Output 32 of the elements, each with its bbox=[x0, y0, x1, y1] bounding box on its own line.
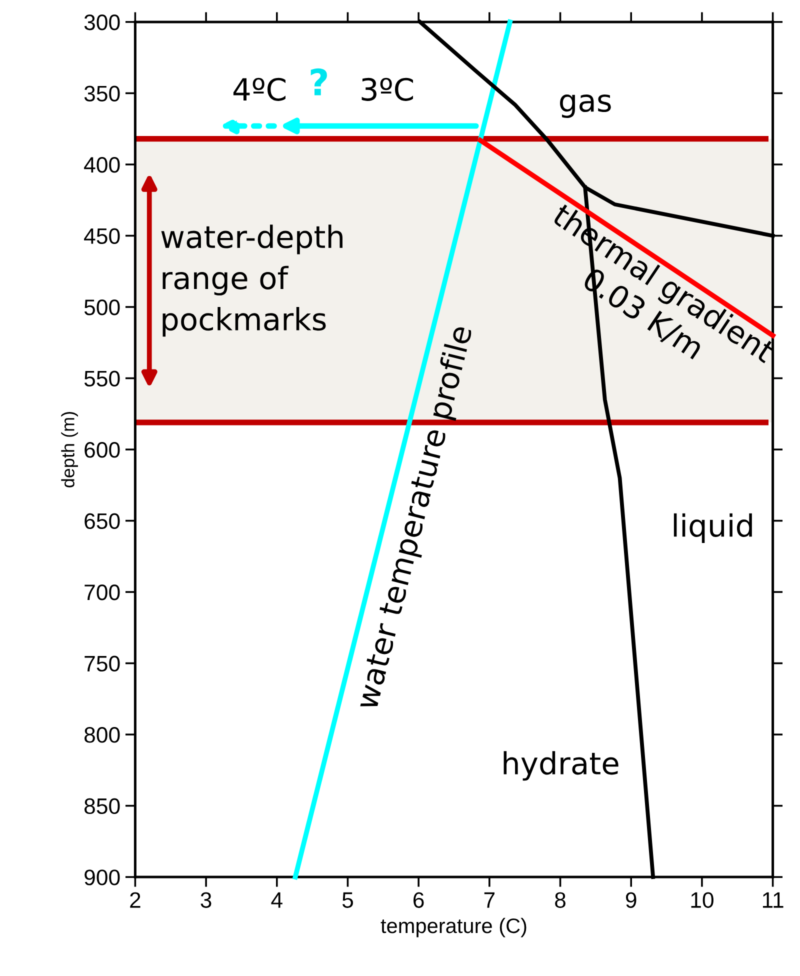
y-tick-label: 550 bbox=[84, 370, 120, 387]
y-tick-label: 350 bbox=[84, 86, 120, 102]
y-tick-label: 400 bbox=[84, 157, 120, 173]
annotation: ? bbox=[310, 68, 327, 96]
y-tick-label: 900 bbox=[84, 870, 120, 886]
x-axis-title: temperature (C) bbox=[380, 918, 526, 938]
x-tick-label: 11 bbox=[762, 892, 784, 908]
annotation: hydrate bbox=[504, 751, 618, 781]
y-tick-label: 300 bbox=[84, 14, 120, 30]
y-tick-label: 650 bbox=[84, 513, 120, 530]
x-tick-label: 5 bbox=[342, 892, 353, 908]
x-tick-label: 9 bbox=[626, 892, 636, 908]
x-tick-label: 8 bbox=[555, 892, 566, 908]
x-tick-label: 3 bbox=[200, 892, 212, 908]
x-tick-label: 2 bbox=[130, 892, 140, 908]
y-tick-label: 600 bbox=[84, 442, 120, 458]
y-axis-title: depth (m) bbox=[61, 412, 78, 488]
y-tick-label: 850 bbox=[84, 798, 120, 814]
annotation: 4ºC bbox=[233, 78, 286, 101]
annotation: 3ºC bbox=[362, 78, 413, 101]
y-tick-label: 800 bbox=[84, 727, 120, 743]
x-tick-label: 4 bbox=[271, 892, 282, 908]
y-tick-label: 450 bbox=[84, 228, 120, 244]
x-tick-label: 10 bbox=[691, 892, 714, 908]
y-tick-label: 700 bbox=[84, 584, 120, 600]
annotation: gas bbox=[560, 94, 611, 118]
annotation: liquid bbox=[674, 513, 752, 543]
x-tick-label: 6 bbox=[414, 892, 424, 908]
band-label: water-depth range of pockmarks bbox=[161, 224, 342, 337]
y-tick-label: 750 bbox=[84, 656, 120, 672]
x-tick-label: 7 bbox=[484, 892, 494, 908]
y-tick-label: 500 bbox=[84, 300, 120, 316]
